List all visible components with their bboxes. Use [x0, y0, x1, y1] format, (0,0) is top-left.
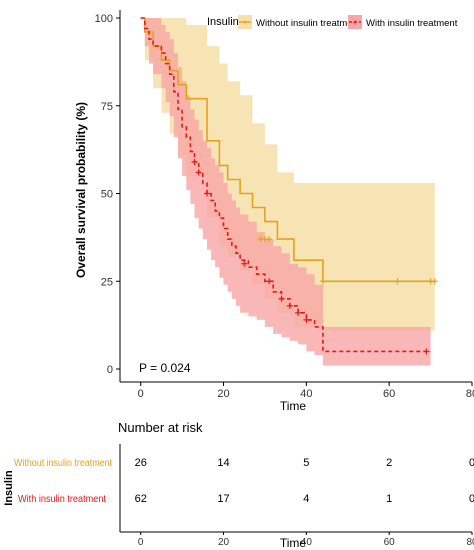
legend: Insulin + Without insulin treatment + Wi…	[207, 15, 458, 29]
risk-row-label-with: With insulin treatment	[18, 494, 106, 505]
risk-cell-with: 62	[135, 493, 147, 505]
censor-mark-without	[431, 278, 438, 285]
x-tick-label: 20	[217, 388, 229, 400]
risk-row-label-without: Without insulin treatment	[14, 458, 112, 469]
censor-mark-with	[266, 278, 273, 285]
confidence-bands	[140, 18, 435, 366]
risk-cell-with: 17	[217, 493, 229, 505]
risk-cell-with: 4	[303, 493, 309, 505]
risk-x-tick-label: 60	[384, 537, 396, 548]
risk-x-tick-label: 40	[301, 537, 313, 548]
y-tick-label: 0	[107, 364, 113, 376]
risk-cell-without: 14	[217, 457, 229, 469]
risk-x-tick-labels: 0 20 40 60 80	[138, 532, 474, 548]
x-axis-label: Time	[280, 399, 307, 413]
censor-marks	[191, 158, 438, 355]
risk-cell-with: 0	[469, 493, 474, 505]
censor-mark-with	[303, 316, 310, 323]
risk-y-axis-label: Insulin	[3, 470, 15, 506]
risk-x-tick-label: 80	[466, 537, 474, 548]
legend-key-with: +	[348, 15, 362, 29]
y-tick-label: 25	[101, 276, 113, 288]
x-tick-label: 60	[383, 388, 395, 400]
censor-mark-without	[266, 236, 273, 243]
risk-cell-without: 5	[303, 457, 309, 469]
ci-band-with-insulin	[140, 18, 431, 366]
risk-cell-without: 26	[135, 457, 147, 469]
censor-mark-with	[286, 302, 293, 309]
survival-plot: 0 25 50 75 100 0 20 40 60 80 Overall survival pr…	[74, 10, 474, 413]
svg-text:+: +	[352, 18, 357, 28]
y-tick-label: 75	[101, 101, 113, 113]
risk-table: Number at risk Without insulin treatment…	[3, 420, 474, 550]
legend-title: Insulin	[207, 16, 239, 28]
x-tick-labels: 0 20 40 60 80	[138, 382, 474, 400]
censor-mark-with	[423, 348, 430, 355]
risk-cell-without: 0	[469, 457, 474, 469]
x-tick-label: 40	[300, 388, 312, 400]
y-tick-label: 100	[95, 13, 113, 25]
risk-x-tick-label: 0	[138, 537, 144, 548]
y-tick-label: 50	[101, 189, 113, 201]
censor-mark-with	[241, 260, 248, 267]
ci-band-without-insulin	[140, 18, 435, 331]
censor-mark-without	[319, 278, 326, 285]
risk-cell-with: 1	[386, 493, 392, 505]
risk-x-axis-label: Time	[280, 536, 307, 550]
censor-mark-with	[278, 295, 285, 302]
y-axis-label: Overall survival probability (%)	[74, 102, 88, 278]
legend-label-without: Without insulin treatment	[256, 18, 361, 29]
censor-mark-with	[195, 169, 202, 176]
risk-x-tick-label: 20	[218, 537, 230, 548]
censor-mark-with	[203, 190, 210, 197]
censor-mark-without	[394, 278, 401, 285]
y-tick-labels: 0 25 50 75 100	[95, 13, 120, 376]
risk-cell-without: 2	[386, 457, 392, 469]
x-tick-label: 0	[138, 388, 144, 400]
censor-mark-with	[295, 309, 302, 316]
svg-text:+: +	[242, 18, 247, 28]
x-tick-label: 80	[466, 388, 474, 400]
p-value-annotation: P = 0.024	[139, 361, 191, 375]
legend-key-without: +	[238, 15, 252, 29]
risk-values: 26 14 5 2 0 62 17 4 1 0	[135, 457, 474, 505]
censor-mark-with	[191, 158, 198, 165]
legend-label-with: With insulin treatment	[366, 18, 458, 29]
risk-table-title: Number at risk	[118, 420, 203, 435]
